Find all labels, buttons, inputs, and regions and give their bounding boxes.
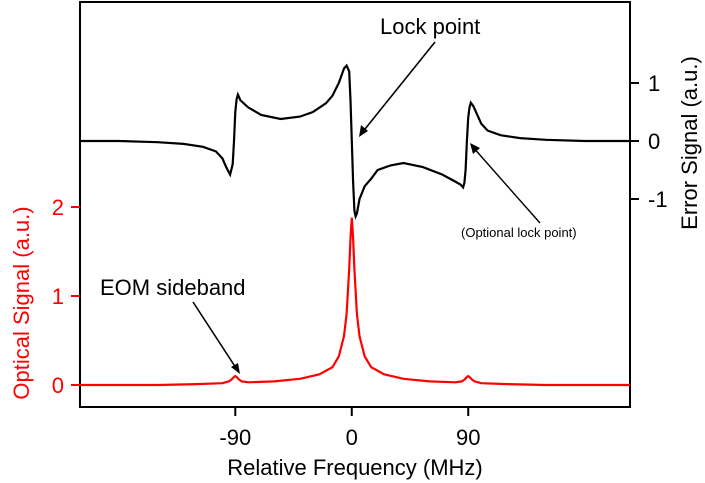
lock-point-arrowhead [359,125,368,137]
eom-sideband-arrowhead [231,363,240,374]
left-tick-label: 0 [52,373,64,398]
left-tick-label: 1 [52,284,64,309]
right-axis-ticks: 1 0 -1 [630,71,668,212]
optional-lock-point-arrow [471,145,541,224]
right-tick-label: -1 [648,187,668,212]
x-tick-label: 0 [346,425,358,450]
left-axis-title: Optical Signal (a.u.) [9,206,34,399]
eom-sideband-annotation: EOM sideband [100,275,246,300]
lock-point-annotation: Lock point [380,14,480,39]
left-tick-label: 2 [52,195,64,220]
right-tick-label: 1 [648,71,660,96]
error-signal-line [80,63,630,220]
plot-frame [79,1,631,408]
right-tick-label: 0 [648,129,660,154]
eom-sideband-arrow [192,301,239,372]
optional-lock-point-arrowhead [470,143,480,154]
x-axis-ticks: -90 0 90 [219,407,480,450]
left-axis-ticks: 0 1 2 [52,195,80,398]
optional-lock-point-annotation: (Optional lock point) [461,225,577,240]
x-tick-label: 90 [456,425,480,450]
x-tick-label: -90 [219,425,251,450]
right-axis-title: Error Signal (a.u.) [677,56,702,230]
x-axis-title: Relative Frequency (MHz) [227,455,483,480]
lock-point-arrow [360,41,436,135]
optical-signal-line [80,217,630,387]
